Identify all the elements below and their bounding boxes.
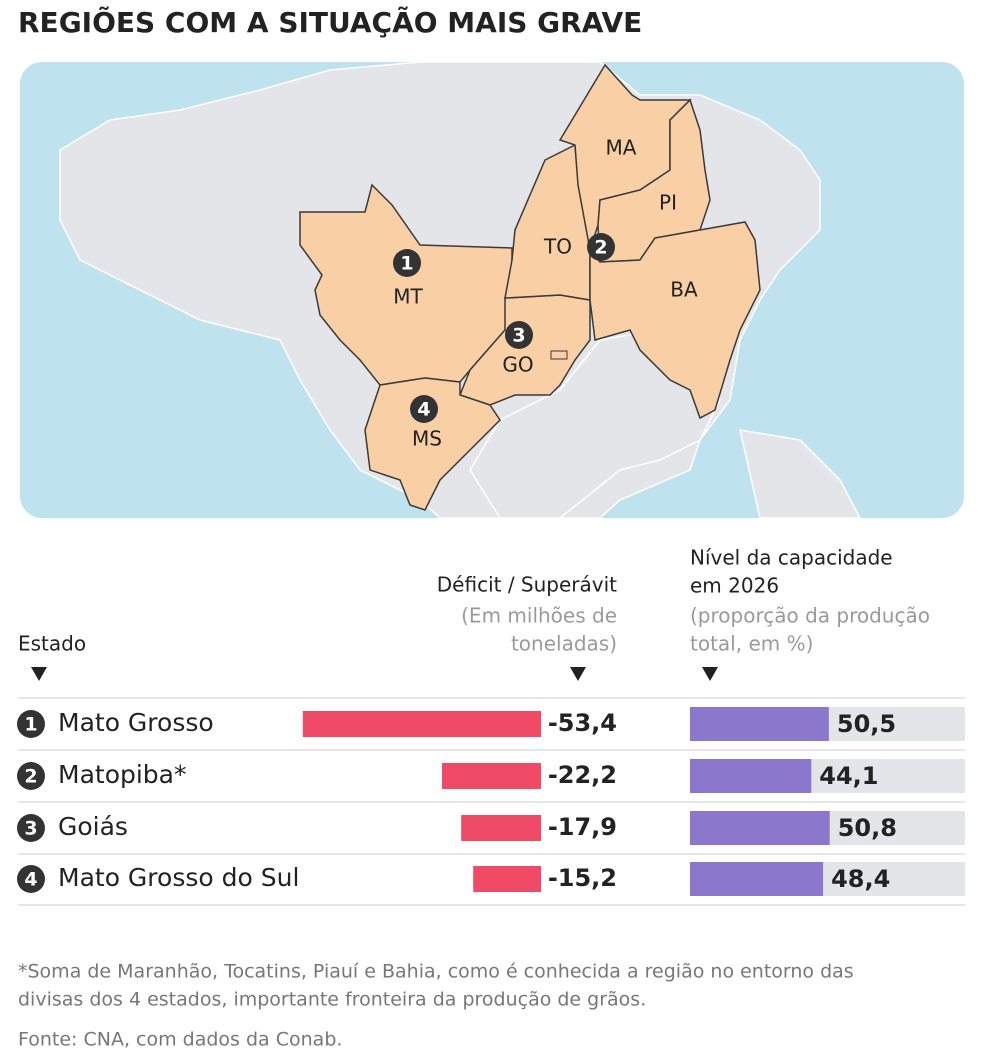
rank-number: 2 (24, 766, 37, 788)
footnote: divisas dos 4 estados, importante fronte… (18, 989, 646, 1011)
state-name: Matopiba* (58, 760, 187, 789)
capacity-label: 44,1 (819, 762, 878, 790)
deficit-bar (302, 711, 541, 737)
df (550, 350, 568, 360)
title: REGIÕES COM A SITUAÇÃO MAIS GRAVE (18, 5, 642, 39)
marker (587, 233, 615, 261)
deficit-label: -17,9 (548, 813, 617, 841)
rank-badge (17, 710, 45, 738)
header-capacity-unit: (proporção da produção (690, 604, 930, 628)
header-deficit-unit: (Em milhões de (461, 604, 617, 628)
marker-number: 3 (512, 325, 525, 347)
table: Estado Déficit / Superávit (Em milhões d… (18, 546, 930, 681)
land (739, 429, 862, 519)
deficit-bar (441, 763, 541, 789)
rank-number: 3 (24, 818, 37, 840)
state-label: PI (659, 191, 677, 215)
state-label: MA (606, 136, 637, 160)
rank-badge (17, 762, 45, 790)
arrow (702, 667, 718, 681)
marker-number: 1 (400, 253, 413, 275)
state-label: TO (543, 235, 572, 259)
state-label: MS (412, 427, 442, 451)
capacity-bar (690, 707, 829, 741)
marker (505, 321, 533, 349)
state-ba (589, 221, 761, 420)
marker-number: 4 (417, 399, 430, 421)
header-capacity: em 2026 (690, 574, 779, 598)
state-label: MT (393, 285, 423, 309)
header-capacity-unit: total, em %) (690, 632, 813, 656)
state-label: BA (670, 278, 698, 302)
state-name: Mato Grosso (58, 708, 214, 737)
marker (393, 249, 421, 277)
arrow (570, 667, 586, 681)
deficit-label: -22,2 (548, 761, 617, 789)
deficit-label: -53,4 (548, 709, 617, 737)
arrow (31, 667, 47, 681)
capacity-label: 50,8 (838, 814, 897, 842)
marker-number: 2 (594, 237, 607, 259)
state-name: Goiás (58, 812, 128, 841)
capacity-label: 50,5 (837, 710, 896, 738)
header-state: Estado (18, 632, 86, 656)
rank-badge (17, 814, 45, 842)
state-label: GO (502, 353, 533, 377)
header-deficit-unit: toneladas) (511, 632, 617, 656)
map (20, 61, 964, 519)
header-capacity: Nível da capacidade (690, 546, 893, 570)
capacity-label: 48,4 (831, 865, 890, 893)
rank-badge (17, 865, 45, 893)
marker (410, 395, 438, 423)
header-deficit: Déficit / Superávit (437, 573, 617, 597)
state-ms (364, 377, 501, 511)
capacity-bar (690, 759, 812, 793)
source: Fonte: CNA, com dados da Conab. (18, 1029, 342, 1051)
capacity-bar (690, 811, 830, 845)
footnote: *Soma de Maranhão, Tocatins, Piauí e Bah… (18, 961, 854, 983)
rank-number: 4 (24, 869, 37, 891)
rank-number: 1 (24, 714, 37, 736)
deficit-label: -15,2 (548, 864, 617, 892)
deficit-bar (473, 866, 541, 892)
state-name: Mato Grosso do Sul (58, 863, 299, 892)
deficit-bar (461, 815, 541, 841)
capacity-bar (690, 862, 824, 896)
